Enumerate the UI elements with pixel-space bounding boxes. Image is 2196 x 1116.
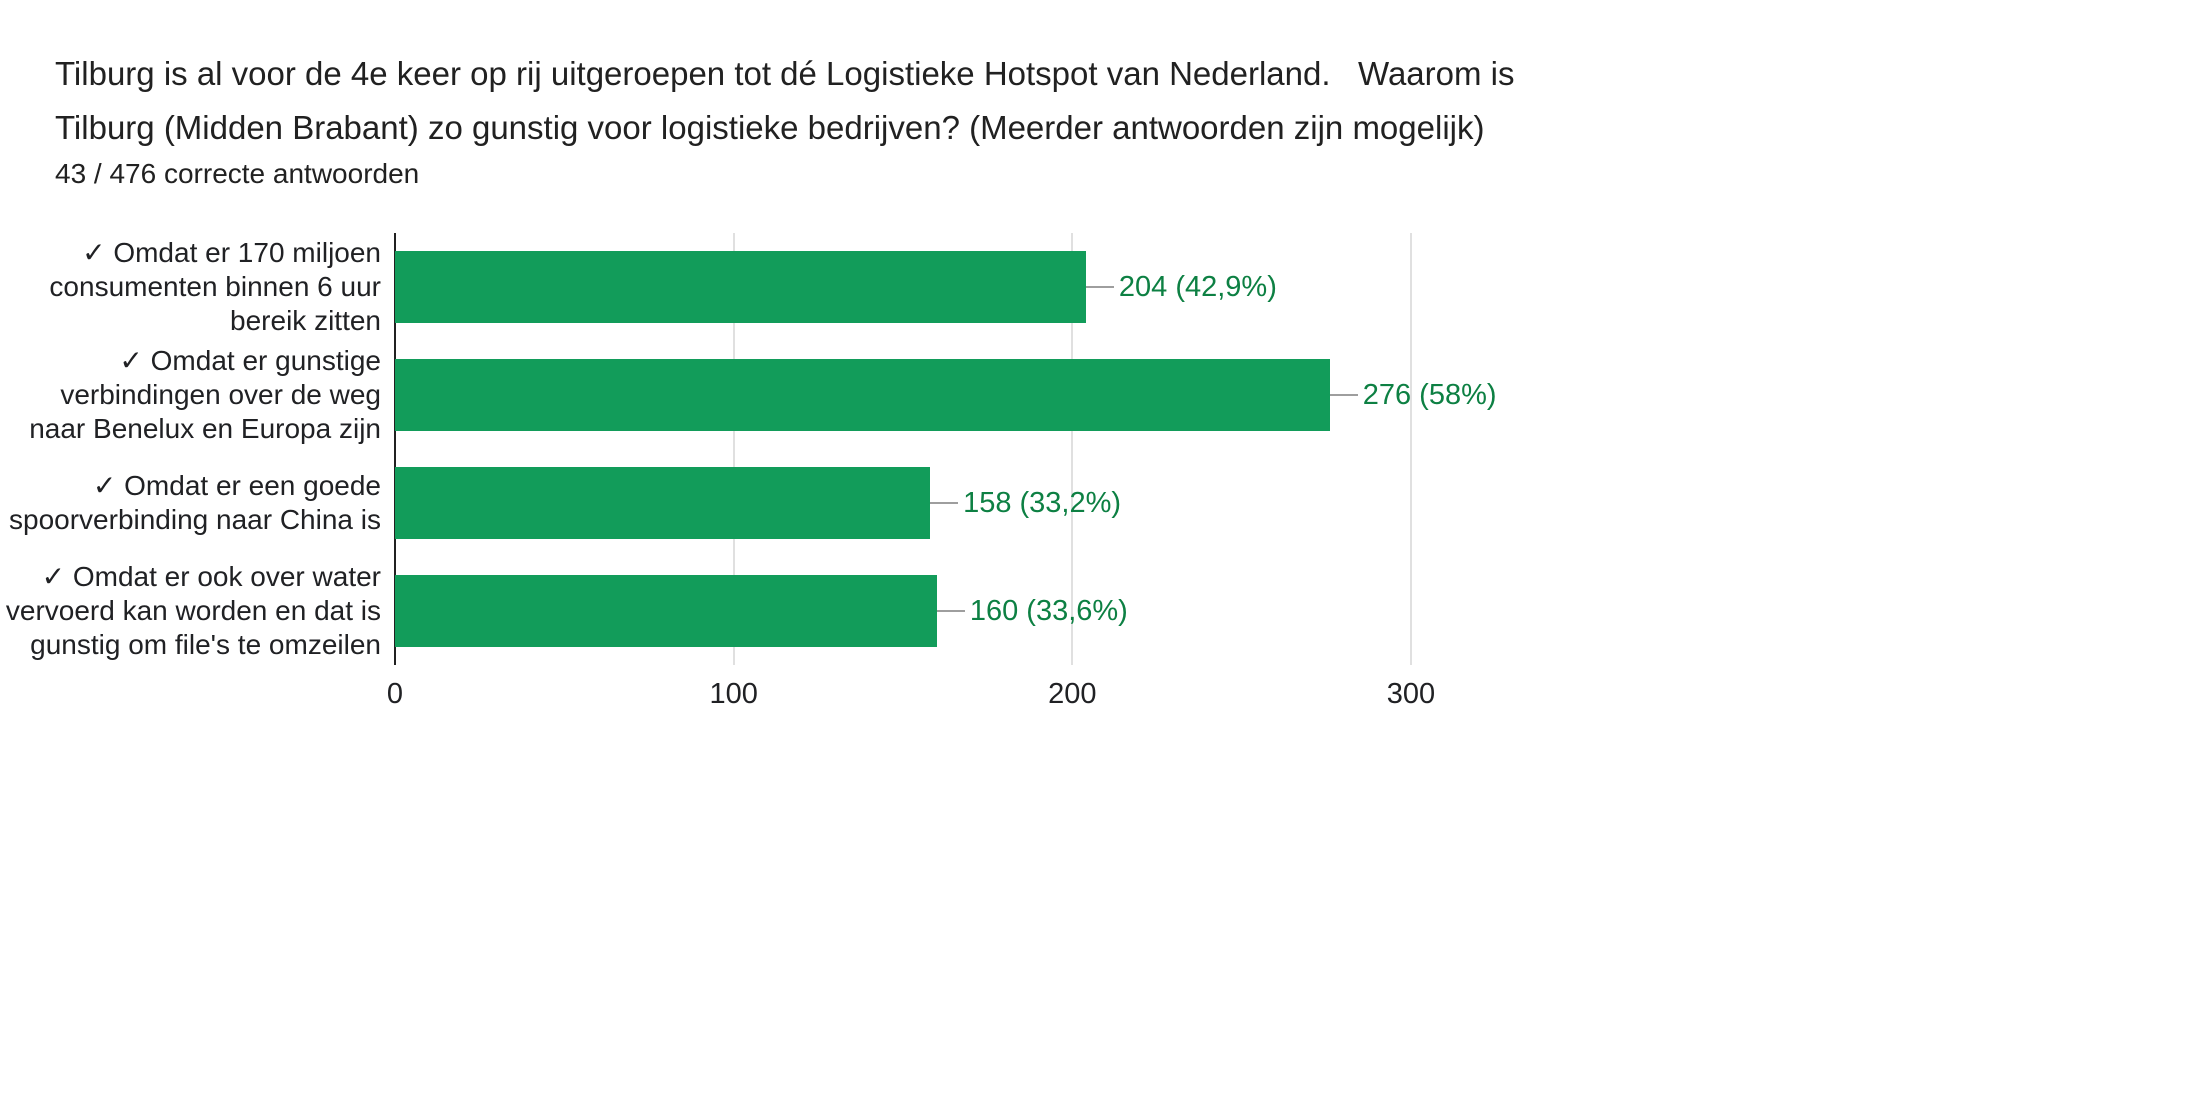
chart-title: Tilburg is al voor de 4e keer op rij uit… bbox=[55, 55, 1524, 146]
value-connector-line bbox=[936, 610, 965, 612]
gridline bbox=[732, 233, 735, 665]
category-label: ✓ Omdat er ook over water vervoerd kan w… bbox=[5, 561, 381, 660]
y-axis-line bbox=[394, 233, 396, 665]
x-tick-label: 300 bbox=[1386, 678, 1436, 710]
x-tick-label: 200 bbox=[1048, 678, 1097, 710]
bar-row: 276 (58%) bbox=[395, 341, 1497, 449]
bar-row: 160 (33,6%) bbox=[395, 557, 1411, 665]
category-label: ✓ Omdat er gunstige verbindingen over de… bbox=[29, 345, 381, 444]
gridline bbox=[1071, 233, 1074, 665]
bar-value-label: 204 (42,9%) bbox=[1118, 270, 1277, 303]
x-tick-label: 100 bbox=[709, 678, 758, 710]
bar bbox=[395, 251, 1086, 323]
bar-value-label: 158 (33,2%) bbox=[963, 486, 1122, 519]
category-label: ✓ Omdat er een goede spoorverbinding naa… bbox=[9, 470, 381, 535]
bar-value: 158 (33,2%) bbox=[930, 449, 1121, 557]
category-labels: ✓ Omdat er 170 miljoen consumenten binne… bbox=[0, 233, 387, 665]
bar-value: 160 (33,6%) bbox=[936, 557, 1128, 665]
bar-value: 276 (58%) bbox=[1329, 341, 1497, 449]
bar bbox=[395, 575, 937, 647]
bar-value-label: 160 (33,6%) bbox=[969, 594, 1128, 627]
value-connector-line bbox=[1329, 394, 1358, 396]
bar-value: 204 (42,9%) bbox=[1085, 233, 1277, 341]
gridline bbox=[1410, 233, 1412, 665]
value-connector-line bbox=[930, 502, 959, 504]
x-axis: 0 100 200 300 bbox=[387, 678, 1435, 718]
plot-area: 204 (42,9%) 276 (58%) 158 (33,2%) 160 (33,6… bbox=[394, 233, 1497, 665]
x-tick-label: 0 bbox=[386, 678, 404, 710]
bar-row: 204 (42,9%) bbox=[395, 233, 1411, 341]
bar-row: 158 (33,2%) bbox=[395, 449, 1411, 557]
value-connector-line bbox=[1085, 286, 1114, 288]
category-label: ✓ Omdat er 170 miljoen consumenten binne… bbox=[49, 237, 381, 336]
bar-value-label: 276 (58%) bbox=[1362, 378, 1497, 411]
response-count: 43 / 476 correcte antwoorden bbox=[55, 158, 420, 189]
bar bbox=[395, 359, 1330, 431]
bar bbox=[395, 467, 931, 539]
